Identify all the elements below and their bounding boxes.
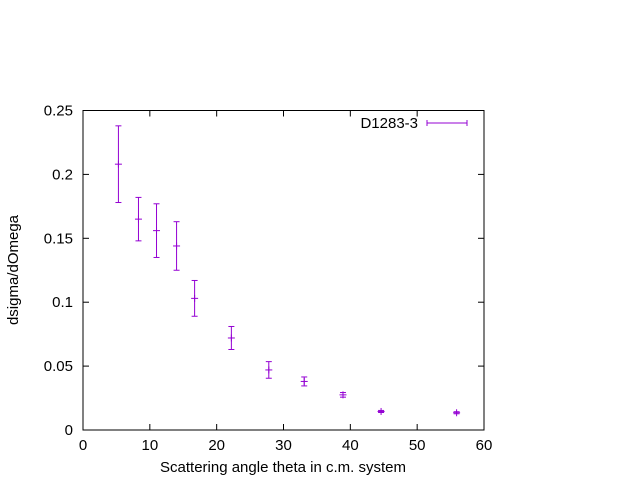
axis-ticks xyxy=(82,110,485,431)
x-tick-label: 50 xyxy=(409,437,426,454)
axis-tick-labels: 0 10 20 30 40 50 60 0 0.05 0.1 0.15 0.2 0.25 xyxy=(44,103,493,455)
plot-frame xyxy=(82,110,485,431)
x-tick-label: 30 xyxy=(275,437,292,454)
legend-key xyxy=(426,120,468,126)
y-tick-label: 0.15 xyxy=(44,230,73,247)
y-tick-label: 0.25 xyxy=(44,103,73,120)
x-tick-label: 10 xyxy=(141,437,158,454)
x-tick-label: 60 xyxy=(476,437,493,454)
data-point xyxy=(134,196,142,242)
data-point xyxy=(153,203,161,258)
legend: D1283-3 xyxy=(360,115,468,132)
y-axis-label: dsigma/dOmega xyxy=(5,214,22,325)
y-tick-label: 0.1 xyxy=(52,294,73,311)
data-point xyxy=(227,325,235,350)
data-point xyxy=(339,391,347,399)
x-tick-label: 20 xyxy=(208,437,225,454)
x-tick-label: 0 xyxy=(79,437,87,454)
y-tick-label: 0 xyxy=(65,422,73,439)
data-point xyxy=(453,409,461,417)
x-axis-label: Scattering angle theta in c.m. system xyxy=(160,459,406,476)
legend-label: D1283-3 xyxy=(360,115,418,132)
x-tick-label: 40 xyxy=(342,437,359,454)
data-point xyxy=(265,361,273,379)
data-series xyxy=(114,125,461,417)
data-point xyxy=(377,407,385,415)
data-point xyxy=(300,376,308,387)
data-point xyxy=(114,125,122,204)
data-point xyxy=(191,279,199,317)
y-tick-label: 0.05 xyxy=(44,358,73,375)
data-point xyxy=(173,221,181,271)
y-tick-label: 0.2 xyxy=(52,166,73,183)
